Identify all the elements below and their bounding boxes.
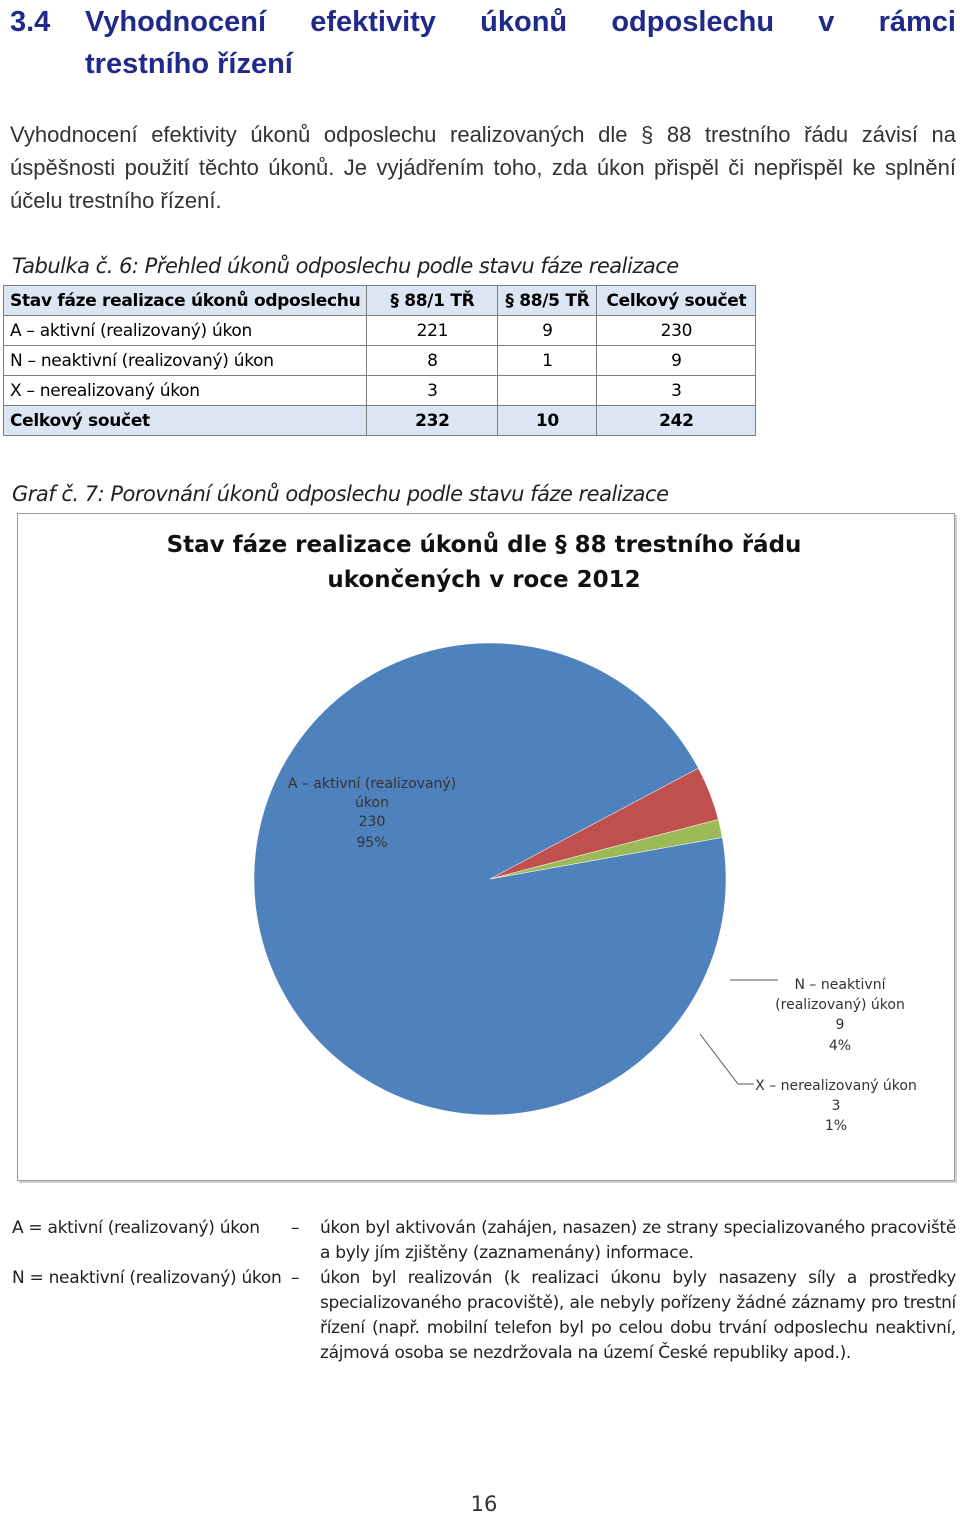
table-cell: 9 [596,345,757,376]
table-cell: Celkový součet [2,405,368,436]
legend-desc-a: úkon byl aktivován (zahájen, nasazen) ze… [320,1218,956,1263]
table-cell: 221 [366,315,499,346]
pie-label-text: 4% [829,1038,851,1054]
table-row: N – neaktivní (realizovaný) úkon 8 1 9 [2,345,757,376]
table-cell: 8 [366,345,499,376]
pie-label-text: 1% [825,1118,847,1134]
table-cell: 9 [497,315,598,346]
table-cell: 242 [596,405,757,436]
pie-chart-svg: Stav fáze realizace úkonů dle § 88 trest… [167,531,917,1134]
legend-desc-n: úkon byl realizován (k realizaci úkonu b… [320,1268,956,1363]
pie-label-text: úkon [355,795,389,811]
pie-labels: A – aktivní (realizovaný) úkon 230 95% N – n… [288,776,917,1134]
pie-label-text: 9 [836,1017,845,1033]
pie-label-text: 230 [359,814,386,830]
table-cell: 10 [497,405,598,436]
table-header-cell: Celkový součet [596,285,757,316]
chart-title-line: ukončených v roce 2012 [327,567,640,593]
legend-dash: – [291,1268,300,1288]
pie-label-text: X – nerealizovaný úkon [755,1078,917,1094]
table-header-cell: § 88/5 TŘ [497,285,598,316]
section-number: 3.4 [10,6,51,38]
table-cell: 1 [497,345,598,376]
table-row: X – nerealizovaný úkon 3 3 [2,375,757,406]
legend-term-n: N = neaktivní (realizovaný) úkon [12,1268,282,1288]
legend-dash: – [291,1218,300,1238]
table-cell [497,375,598,406]
pie-label-text: 3 [832,1098,841,1114]
table-header-cell: Stav fáze realizace úkonů odposlechu [2,285,368,316]
table-cell: A – aktivní (realizovaný) úkon [2,315,368,346]
table-caption: Tabulka č. 6: Přehled úkonů odposlechu p… [12,254,679,278]
leader-line [699,1033,754,1085]
chart-title-line: Stav fáze realizace úkonů dle § 88 trest… [167,531,802,558]
pie-label-text: (realizovaný) úkon [775,997,905,1013]
pie-slices [253,642,727,1116]
table-total-row: Celkový součet 232 10 242 [2,405,757,436]
table-cell: X – nerealizovaný úkon [2,375,368,406]
table-header-row: Stav fáze realizace úkonů odposlechu § 8… [2,285,757,316]
pie-slice [489,819,723,880]
table-header-cell: § 88/1 TŘ [366,285,499,316]
table-cell: 232 [366,405,499,436]
table-cell: 230 [596,315,757,346]
table-cell: 3 [366,375,499,406]
intro-paragraph: Vyhodnocení efektivity úkonů odposlechu … [10,122,956,213]
pie-label-text: 95% [356,835,387,851]
legend-term-a: A = aktivní (realizovaný) úkon [12,1218,260,1238]
section-title-line-1: Vyhodnocení efektivity úkonů odposlechu … [85,6,956,38]
section-title-line-2: trestního řízení [85,48,293,80]
table-cell: 3 [596,375,757,406]
page-number: 16 [470,1492,498,1516]
pie-label-text: A – aktivní (realizovaný) [288,776,456,792]
chart-title: Stav fáze realizace úkonů dle § 88 trest… [167,531,802,593]
graph-caption: Graf č. 7: Porovnání úkonů odposlechu po… [12,482,669,506]
table-cell: N – neaktivní (realizovaný) úkon [2,345,368,376]
table-row: A – aktivní (realizovaný) úkon 221 9 230 [2,315,757,346]
pie-chart: Stav fáze realizace úkonů dle § 88 trest… [17,513,955,1181]
pie-label-text: N – neaktivní [795,977,887,993]
data-table: Stav fáze realizace úkonů odposlechu § 8… [2,285,757,436]
